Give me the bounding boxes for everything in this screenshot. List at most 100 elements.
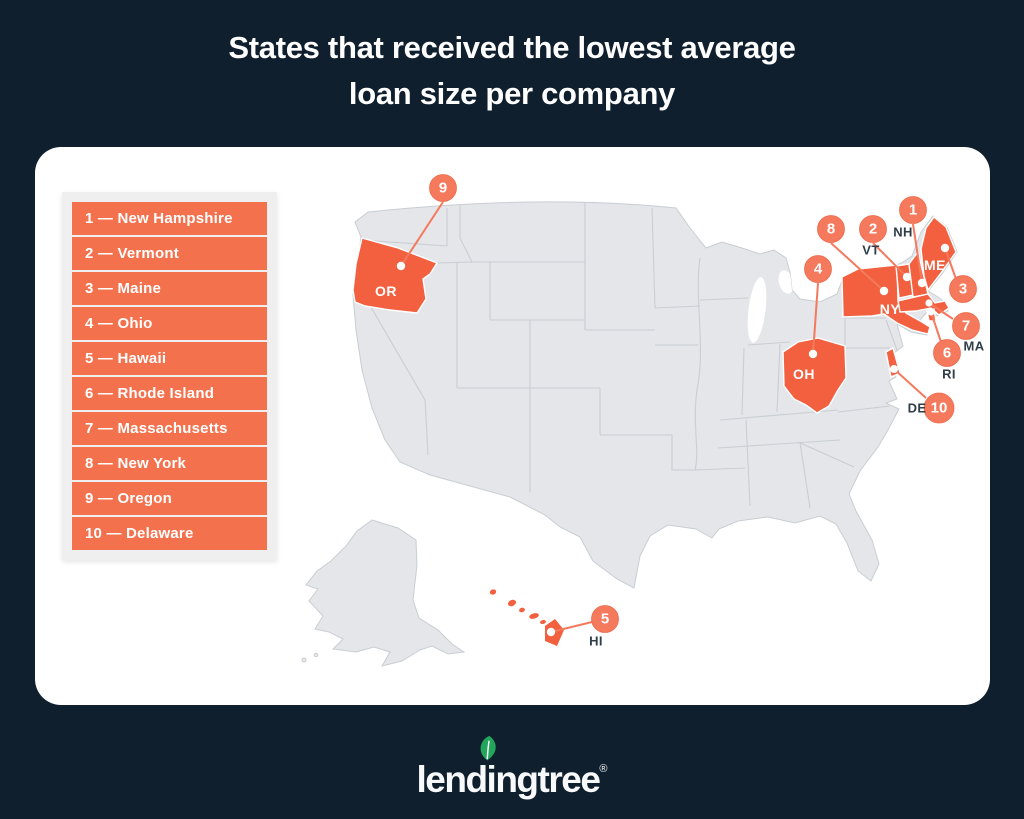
anchor-dot-nh	[917, 278, 927, 288]
state-label-nh: NH	[893, 225, 913, 240]
leader-line-5	[550, 621, 593, 633]
marker-9: 9	[429, 174, 457, 202]
legend-panel: 1 — New Hampshire 2 — Vermont 3 — Maine …	[62, 192, 277, 560]
title-line-1: States that received the lowest average	[228, 30, 796, 65]
marker-number: 2	[869, 221, 877, 238]
aleutian-island	[301, 657, 307, 663]
marker-3: 3	[949, 275, 977, 303]
marker-number: 8	[827, 221, 835, 238]
page-title: States that received the lowest average …	[0, 25, 1024, 117]
state-label-oh: OH	[793, 366, 815, 382]
legend-label: 1 — New Hampshire	[85, 210, 233, 227]
marker-number: 4	[814, 261, 823, 278]
us-map: 1 2 3 4 5	[301, 174, 984, 667]
state-label-ri: RI	[942, 367, 956, 382]
map-card: 1 — New Hampshire 2 — Vermont 3 — Maine …	[35, 147, 990, 705]
anchor-dots	[396, 243, 950, 637]
marker-number: 10	[931, 400, 948, 417]
legend-label: 7 — Massachusetts	[85, 420, 228, 437]
state-label-or: OR	[375, 283, 397, 299]
state-hawaii	[489, 589, 564, 646]
legend-item-ohio: 4 — Ohio	[72, 307, 267, 340]
marker-2: 2	[859, 215, 887, 243]
marker-number: 1	[909, 202, 917, 219]
leader-line-2	[872, 242, 908, 278]
leader-line-10	[893, 368, 927, 399]
leaf-icon	[481, 735, 497, 761]
marker-4: 4	[804, 255, 832, 283]
legend-item-massachusetts: 7 — Massachusetts	[72, 412, 267, 445]
hawaii-island	[519, 607, 525, 613]
legend-item-oregon: 9 — Oregon	[72, 482, 267, 515]
legend-label: 3 — Maine	[85, 280, 161, 297]
marker-number: 3	[959, 281, 967, 298]
lendingtree-logo: lendingtree®	[0, 735, 1024, 804]
legend-item-delaware: 10 — Delaware	[72, 517, 267, 550]
title-line-2: loan size per company	[348, 76, 676, 111]
legend-label: 9 — Oregon	[85, 490, 173, 507]
state-label-hi: HI	[589, 634, 603, 649]
great-lakes	[747, 270, 794, 343]
logo-text: lendingtree	[416, 759, 600, 800]
anchor-dot-ma	[925, 299, 933, 307]
hawaii-island	[489, 589, 497, 595]
leader-line-7	[928, 302, 954, 320]
anchor-dot-vt	[902, 272, 912, 282]
legend-item-rhode-island: 6 — Rhode Island	[72, 377, 267, 410]
marker-6: 6	[933, 339, 961, 367]
legend-label: 10 — Delaware	[85, 525, 194, 542]
anchor-dot-or	[396, 261, 406, 271]
state-massachusetts	[897, 293, 950, 316]
marker-number: 5	[601, 611, 609, 628]
state-maine	[920, 216, 957, 291]
leader-line-8	[830, 242, 885, 292]
marker-1: 1	[899, 196, 927, 224]
state-label-ma: MA	[963, 339, 984, 354]
aleutian-island	[313, 652, 319, 658]
mainland-us	[352, 201, 958, 589]
hawaii-island	[540, 619, 546, 625]
anchor-dot-de	[890, 365, 898, 373]
legend-label: 6 — Rhode Island	[85, 385, 215, 402]
legend-label: 8 — New York	[85, 455, 187, 472]
marker-8: 8	[817, 215, 845, 243]
legend-item-maine: 3 — Maine	[72, 272, 267, 305]
leader-line-4	[812, 282, 819, 355]
state-alaska	[305, 519, 466, 667]
marker-7: 7	[952, 312, 980, 340]
logo-word: lendingtree®	[416, 735, 608, 804]
registered-mark: ®	[599, 763, 608, 775]
state-labels: OR OH NY ME NH VT MA RI DE HI	[375, 225, 984, 649]
leader-line-1	[912, 223, 923, 284]
anchor-dot-ny	[879, 286, 889, 296]
hawaii-island	[507, 599, 517, 607]
state-oregon	[352, 237, 438, 314]
state-borders	[360, 203, 907, 509]
legend-label: 4 — Ohio	[85, 315, 153, 332]
lake-michigan	[747, 277, 767, 343]
marker-number: 6	[943, 345, 951, 362]
legend-item-new-hampshire: 1 — New Hampshire	[72, 202, 267, 235]
hawaii-island	[529, 613, 539, 619]
anchor-dot-hi	[546, 627, 556, 637]
anchor-dot-me	[940, 243, 950, 253]
state-label-vt: VT	[862, 243, 879, 258]
legend-label: 2 — Vermont	[85, 245, 179, 262]
marker-10: 10	[923, 392, 955, 424]
lake-huron	[778, 270, 794, 294]
state-label-ny: NY	[880, 301, 901, 317]
marker-number: 7	[962, 318, 970, 335]
leader-line-9	[400, 201, 444, 267]
anchor-dot-oh	[808, 349, 818, 359]
state-label-me: ME	[924, 257, 946, 273]
rank-markers: 1 2 3 4 5	[429, 174, 980, 633]
legend-label: 5 — Hawaii	[85, 350, 167, 367]
state-label-de: DE	[908, 401, 927, 416]
marker-number: 9	[439, 180, 447, 197]
leader-lines	[400, 201, 957, 633]
marker-5: 5	[591, 605, 619, 633]
anchor-dot-ri	[927, 308, 935, 316]
legend-item-new-york: 8 — New York	[72, 447, 267, 480]
leader-line-6	[930, 311, 942, 343]
